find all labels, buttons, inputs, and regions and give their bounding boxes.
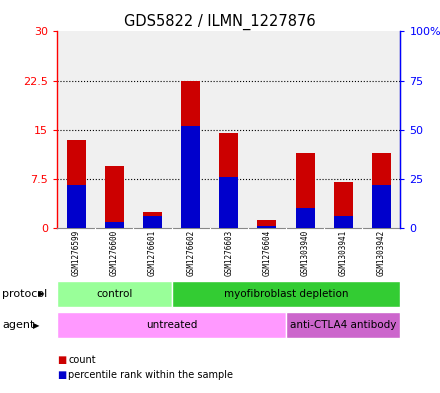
Bar xyxy=(286,312,400,338)
Bar xyxy=(143,216,162,228)
Bar xyxy=(219,177,238,228)
Text: GSM1276600: GSM1276600 xyxy=(110,230,119,275)
Text: GSM1303942: GSM1303942 xyxy=(377,230,386,275)
Text: GSM1303940: GSM1303940 xyxy=(301,230,310,275)
Bar xyxy=(257,226,276,228)
Bar xyxy=(105,222,124,228)
Bar xyxy=(296,208,315,228)
Text: count: count xyxy=(68,354,96,365)
Text: ■: ■ xyxy=(57,370,66,380)
Text: ■: ■ xyxy=(57,354,66,365)
Bar xyxy=(334,216,353,228)
Bar xyxy=(334,182,353,228)
Text: percentile rank within the sample: percentile rank within the sample xyxy=(68,370,233,380)
Bar xyxy=(57,312,286,338)
Bar xyxy=(57,281,172,307)
Text: control: control xyxy=(96,289,132,299)
Bar xyxy=(172,281,400,307)
Text: anti-CTLA4 antibody: anti-CTLA4 antibody xyxy=(290,320,396,330)
Text: GSM1276599: GSM1276599 xyxy=(72,230,81,275)
Text: GSM1276601: GSM1276601 xyxy=(148,230,157,275)
Bar xyxy=(181,126,200,228)
Bar xyxy=(257,220,276,228)
Bar xyxy=(181,81,200,228)
Text: agent: agent xyxy=(2,320,35,330)
Bar xyxy=(372,152,391,228)
Text: ▶: ▶ xyxy=(33,321,39,330)
Text: untreated: untreated xyxy=(146,320,197,330)
Text: GSM1303941: GSM1303941 xyxy=(339,230,348,275)
Text: GSM1276604: GSM1276604 xyxy=(262,230,271,275)
Bar xyxy=(219,133,238,228)
Bar xyxy=(372,185,391,228)
Text: ▶: ▶ xyxy=(38,289,44,298)
Bar xyxy=(296,152,315,228)
Bar xyxy=(105,166,124,228)
Bar xyxy=(143,211,162,228)
Text: GDS5822 / ILMN_1227876: GDS5822 / ILMN_1227876 xyxy=(124,14,316,30)
Bar xyxy=(67,185,86,228)
Text: myofibroblast depletion: myofibroblast depletion xyxy=(224,289,348,299)
Bar xyxy=(67,140,86,228)
Text: protocol: protocol xyxy=(2,289,48,299)
Text: GSM1276602: GSM1276602 xyxy=(186,230,195,275)
Text: GSM1276603: GSM1276603 xyxy=(224,230,233,275)
